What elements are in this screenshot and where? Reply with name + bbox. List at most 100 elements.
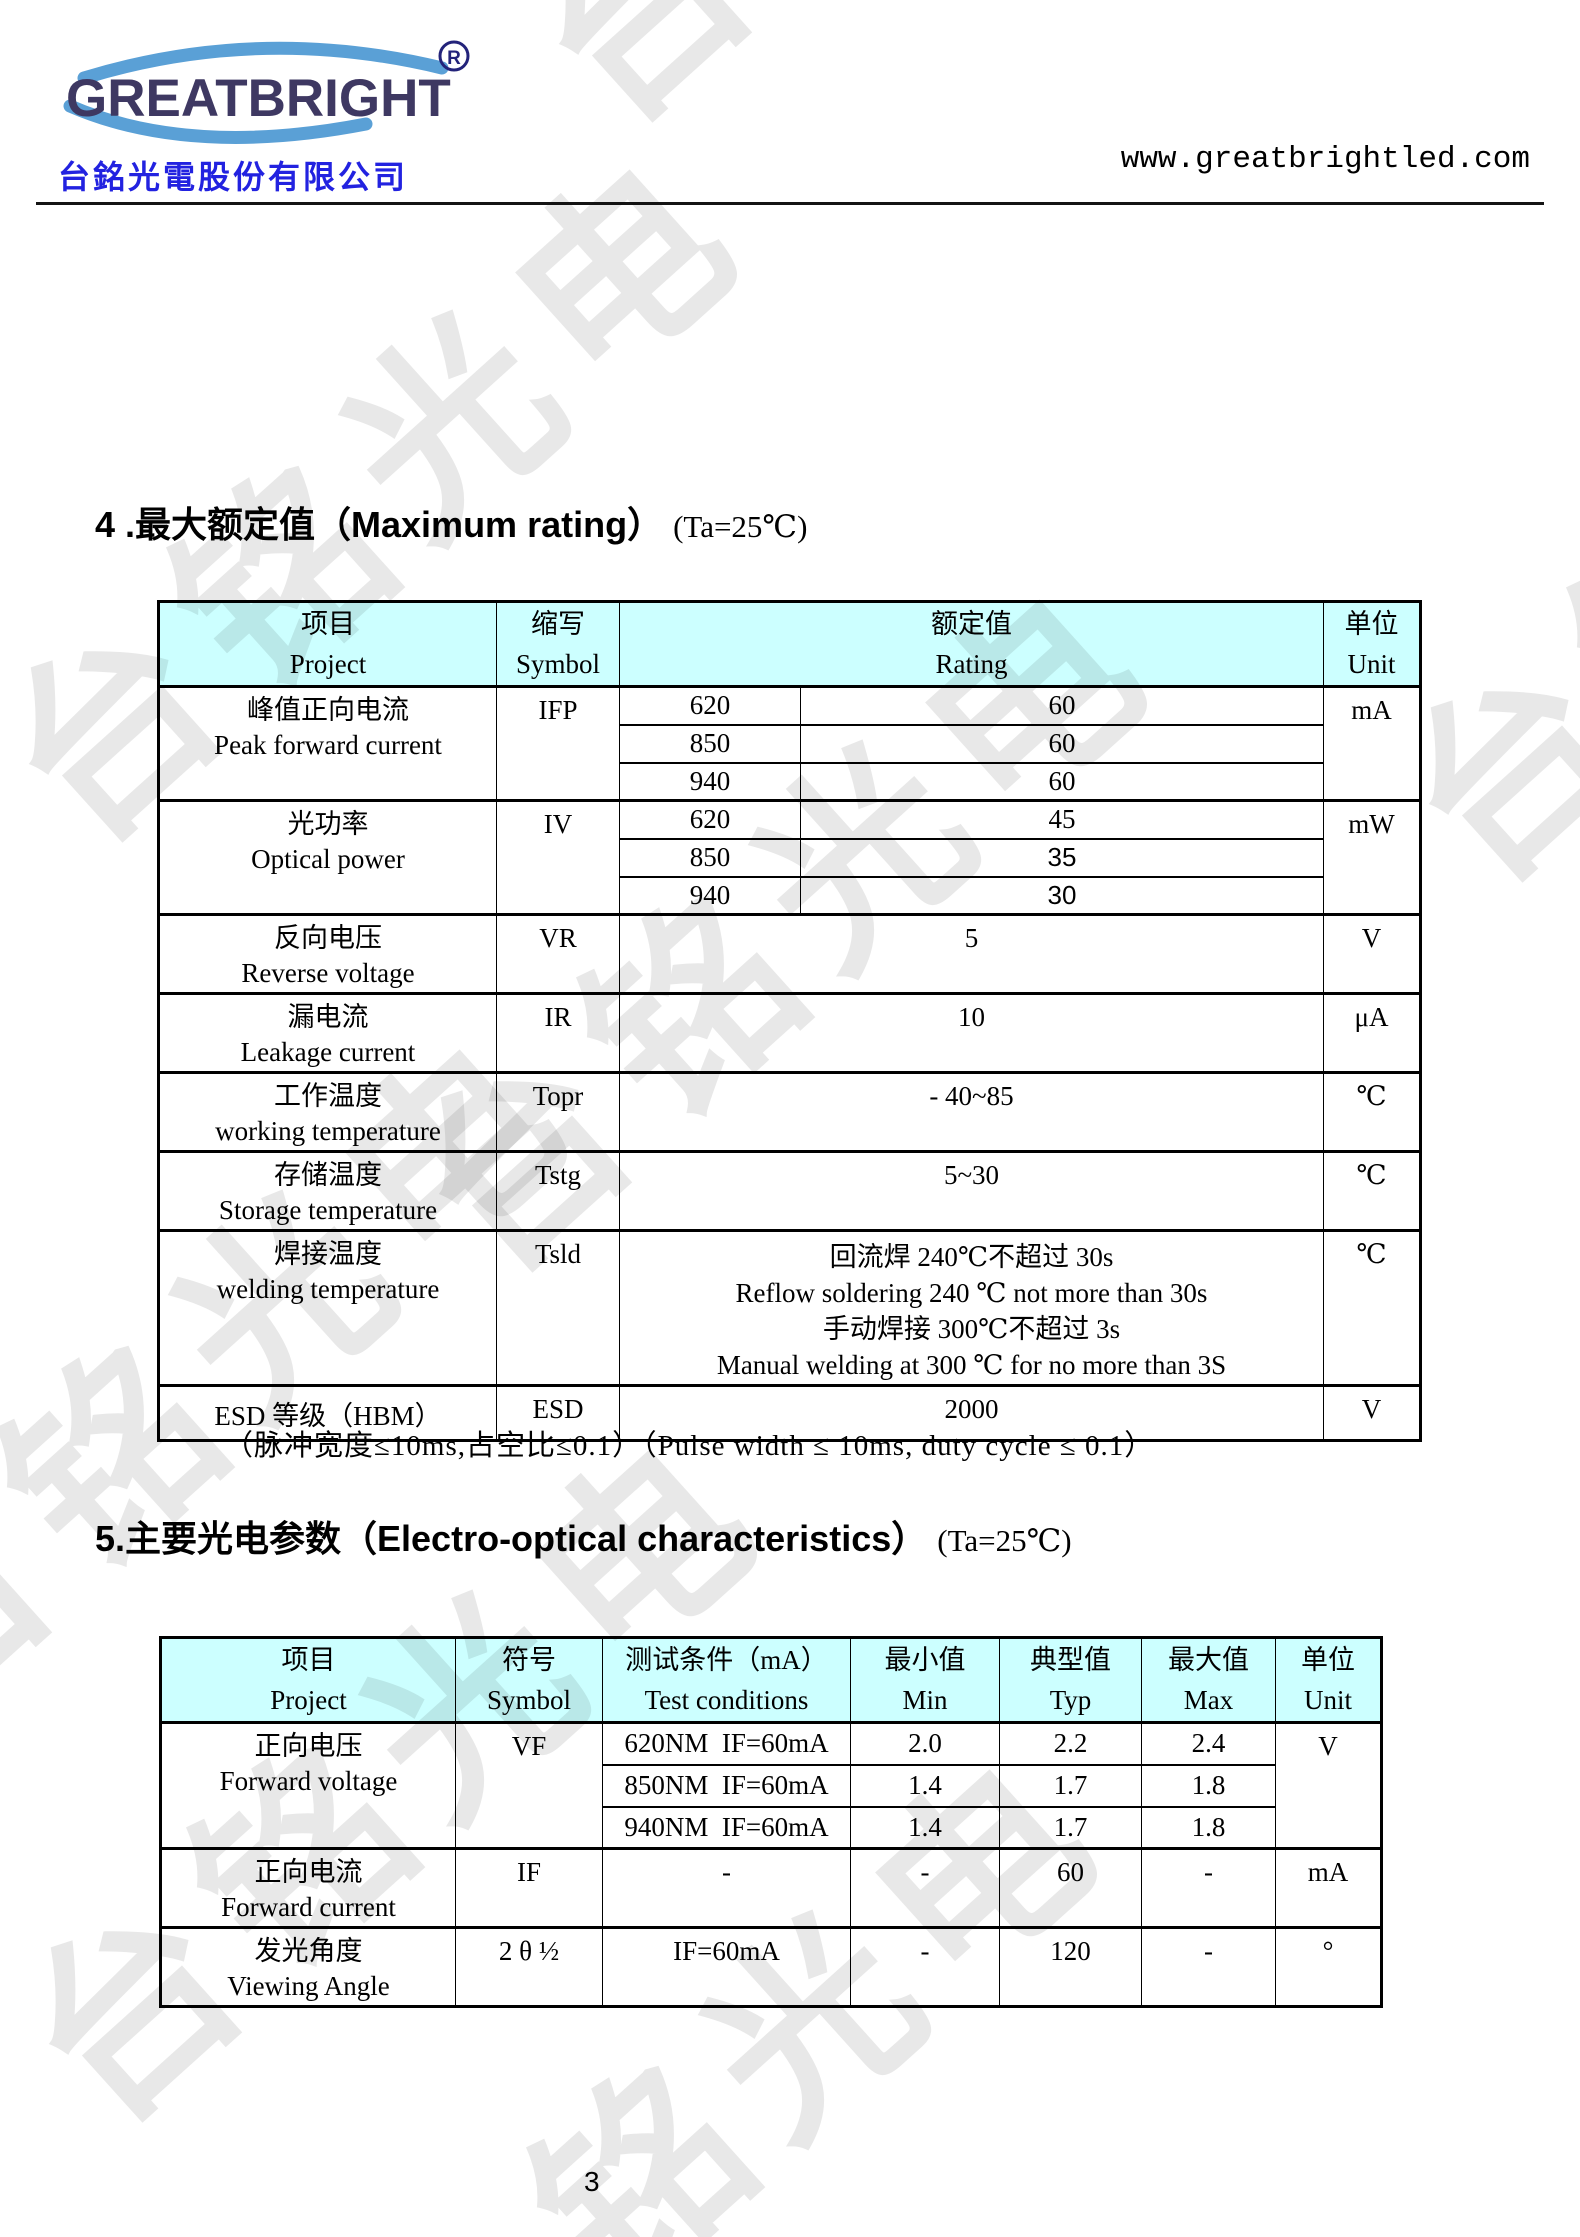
typ-cell: 1.7	[999, 1805, 1142, 1849]
label-en: Leakage current	[240, 1037, 416, 1067]
project-cell: 正向电流 Forward current	[160, 1847, 456, 1928]
project-cell: 反向电压 Reverse voltage	[158, 913, 497, 994]
rating-cell: - 40~85	[619, 1071, 1324, 1152]
label-en: Optical power	[251, 844, 405, 874]
rating-cell: 2000	[619, 1384, 1324, 1441]
unit-cell: ℃	[1323, 1071, 1421, 1152]
max-cell: 2.4	[1141, 1721, 1276, 1765]
table-row: 发光角度 Viewing Angle 2 θ ½ IF=60mA - 120 -…	[160, 1926, 1382, 2007]
symbol-cell: IV	[496, 799, 620, 915]
wavelength-cell: 620	[619, 685, 801, 725]
header-en: Unit	[1347, 649, 1396, 679]
typ-header-cell: 典型值 Typ	[999, 1637, 1142, 1724]
header-zh: 最小值	[884, 1645, 966, 1675]
symbol-cell: VR	[496, 913, 620, 994]
header-en: Max	[1183, 1685, 1234, 1715]
rating-cell: 60	[800, 761, 1324, 801]
project-header-cell: 项目 Project	[158, 601, 497, 688]
label-en: working temperature	[215, 1116, 441, 1146]
welding-line: Manual welding at 300 ℃ for no more than…	[716, 1350, 1227, 1380]
symbol-cell: Tstg	[496, 1150, 620, 1231]
rating-cell: 10	[619, 992, 1324, 1073]
min-cell: 1.4	[850, 1763, 1000, 1807]
symbol-cell: Tsld	[496, 1229, 620, 1386]
symbol-cell: Topr	[496, 1071, 620, 1152]
label-zh: 发光角度	[254, 1936, 363, 1966]
unit-cell: ℃	[1323, 1229, 1421, 1386]
page-number: 3	[584, 2166, 600, 2197]
label-zh: 漏电流	[287, 1002, 369, 1032]
company-name: 台銘光電股份有限公司	[58, 159, 409, 195]
max-cell: -	[1141, 1926, 1276, 2007]
min-cell: 1.4	[850, 1805, 1000, 1849]
table-row: 940 30	[159, 875, 1421, 915]
rating-cell: 5~30	[619, 1150, 1324, 1231]
section4-title: 4 .最大额定值（Maximum rating） (Ta=25℃)	[95, 496, 807, 548]
header-en: Symbol	[515, 649, 601, 679]
project-cell: 存储温度 Storage temperature	[158, 1150, 497, 1231]
unit-cell: °	[1275, 1926, 1382, 2007]
header-en: Project	[270, 1685, 347, 1715]
table-row: 850NM IF=60mA 1.4 1.7 1.8	[161, 1763, 1382, 1807]
header-en: Project	[289, 649, 367, 679]
project-header-cell: 项目 Project	[160, 1637, 456, 1724]
unit-cell: V	[1323, 913, 1421, 994]
rating-cell: 60	[800, 723, 1324, 763]
logo-wordmark: GREATBRIGHT	[66, 69, 451, 128]
welding-line: 回流焊 240℃不超过 30s	[829, 1242, 1114, 1272]
condition-cell: IF=60mA	[602, 1926, 851, 2007]
section4-condition: (Ta=25℃)	[673, 509, 808, 544]
symbol-header-cell: 符号 Symbol	[455, 1637, 603, 1724]
table-row: ESD 等级（HBM） ESD 2000 V	[158, 1384, 1421, 1441]
header-en: Symbol	[486, 1685, 572, 1715]
welding-line: 手动焊接 300℃不超过 3s	[822, 1314, 1121, 1344]
typ-cell: 120	[999, 1926, 1142, 2007]
wavelength-cell: 940	[619, 875, 801, 915]
header-zh: 项目	[281, 1645, 336, 1675]
table-row: 光功率 Optical power IV 620 45 mW	[158, 799, 1421, 915]
label-en: Forward current	[221, 1892, 396, 1922]
label-zh: 反向电压	[274, 923, 382, 953]
label-zh: 光功率	[287, 809, 369, 839]
wavelength-cell: 850	[619, 723, 801, 763]
label-zh: 存储温度	[274, 1160, 382, 1190]
table-row: 反向电压 Reverse voltage VR 5 V	[158, 913, 1421, 994]
section5-title-text: 5.主要光电参数（Electro-optical characteristics…	[95, 1518, 928, 1559]
symbol-cell: VF	[455, 1721, 603, 1849]
greatbright-logo: GREATBRIGHT R	[63, 40, 470, 144]
max-cell: -	[1141, 1847, 1276, 1928]
table2-header-row: 项目 Project 符号 Symbol 测试条件（mA） Test condi…	[160, 1637, 1382, 1724]
symbol-header-cell: 缩写 Symbol	[496, 601, 620, 688]
project-cell: 光功率 Optical power	[158, 799, 497, 915]
label-en: Reverse voltage	[241, 958, 415, 988]
min-cell: 2.0	[850, 1721, 1000, 1765]
welding-line: Reflow soldering 240 ℃ not more than 30s	[735, 1278, 1208, 1308]
unit-cell: mW	[1323, 799, 1421, 915]
label-zh: 正向电流	[254, 1857, 363, 1887]
header-en: Min	[902, 1685, 948, 1715]
condition-cell: 850NM IF=60mA	[602, 1763, 851, 1807]
label-en: Viewing Angle	[227, 1971, 390, 2001]
label-zh: 工作温度	[274, 1081, 382, 1111]
logo-bottom-swoosh	[63, 99, 373, 144]
header-zh: 最大值	[1168, 1645, 1249, 1675]
website-url: www.greatbrightled.com	[1120, 142, 1530, 177]
label-zh: 峰值正向电流	[247, 695, 409, 725]
table-row: 峰值正向电流 Peak forward current IFP 620 60 m…	[158, 685, 1421, 801]
symbol-cell: IR	[496, 992, 620, 1073]
conditions-header-cell: 测试条件（mA） Test conditions	[602, 1637, 851, 1724]
project-cell: ESD 等级（HBM）	[158, 1384, 497, 1441]
label-en: Storage temperature	[218, 1195, 438, 1225]
label-en: Peak forward current	[214, 730, 442, 760]
section5-title: 5.主要光电参数（Electro-optical characteristics…	[95, 1510, 1072, 1562]
unit-header-cell: 单位 Unit	[1323, 601, 1421, 688]
rating-header-cell: 额定值 Rating	[619, 601, 1324, 688]
header-zh: 典型值	[1030, 1645, 1111, 1675]
project-cell: 漏电流 Leakage current	[158, 992, 497, 1073]
condition-cell: 940NM IF=60mA	[602, 1805, 851, 1849]
registered-trademark-icon: R	[438, 40, 470, 72]
wavelength-cell: 620	[619, 799, 801, 839]
rating-cell: 30	[800, 875, 1324, 915]
rating-cell: 5	[619, 913, 1324, 994]
table-row: 焊接温度 welding temperature Tsld 回流焊 240℃不超…	[158, 1229, 1421, 1386]
